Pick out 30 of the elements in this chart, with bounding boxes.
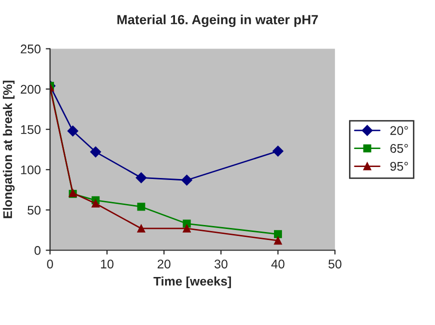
point: [137, 202, 146, 211]
y-tick-label: 150: [21, 125, 41, 134]
legend-label: 20°: [390, 126, 408, 135]
x-tick-label: 0: [47, 260, 54, 268]
point: [274, 236, 282, 245]
point: [67, 126, 78, 136]
y-tick-label: 50: [28, 206, 41, 215]
point: [136, 172, 147, 184]
y-tick-label: 100: [21, 165, 41, 174]
x-tick-label: 10: [101, 260, 114, 268]
x-tick-label: 30: [214, 260, 228, 268]
legend-label: 95°: [390, 162, 408, 171]
x-tick-label: 50: [328, 260, 342, 268]
point: [182, 224, 191, 232]
y-tick-label: 0: [34, 246, 41, 255]
x-axis-title: Time [weeks]: [153, 276, 231, 288]
point: [182, 220, 191, 228]
point: [90, 146, 102, 158]
x-tick-label: 40: [271, 260, 284, 268]
y-axis-title: Elongation at break [%]: [2, 80, 15, 218]
point: [274, 230, 282, 238]
point: [137, 224, 146, 232]
point: [272, 146, 284, 157]
y-tick-label: 250: [20, 44, 41, 54]
legend-label: 65°: [390, 144, 408, 153]
y-tick-label: 200: [20, 84, 41, 94]
point: [181, 174, 192, 186]
chart-title: Material 16. Ageing in water pH7: [117, 14, 318, 27]
x-tick-label: 20: [158, 260, 170, 268]
point: [92, 200, 100, 208]
